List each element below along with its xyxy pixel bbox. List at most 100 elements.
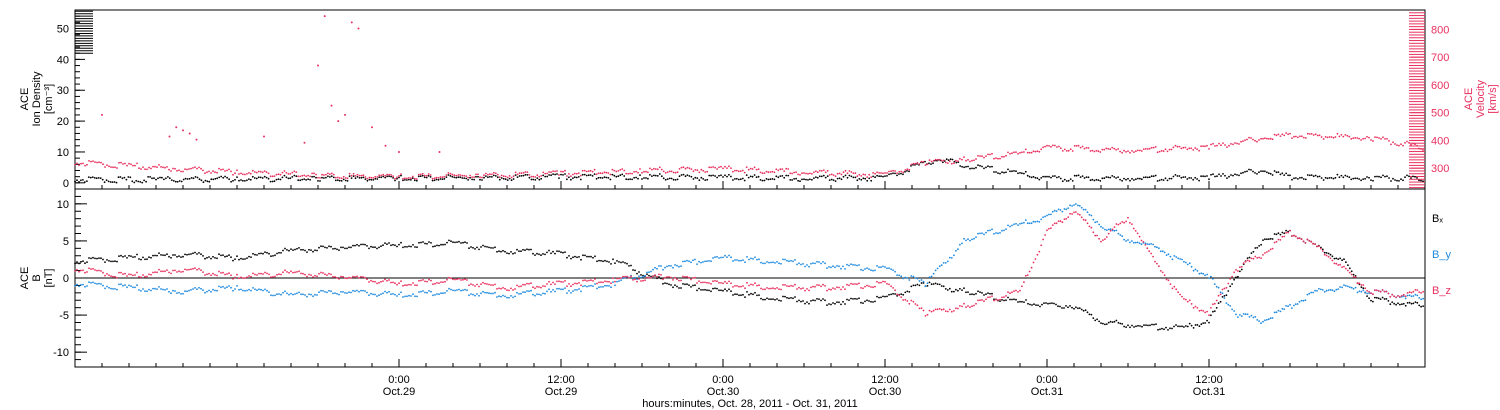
density-point xyxy=(1176,175,1179,177)
b-component-point xyxy=(1127,324,1129,327)
velocity-point xyxy=(562,170,564,173)
b-component-point xyxy=(834,288,836,290)
b-component-point xyxy=(1397,302,1399,305)
velocity-point xyxy=(130,163,132,166)
velocity-point xyxy=(844,169,847,172)
b-component-point xyxy=(516,248,518,251)
density-point xyxy=(1320,177,1323,179)
b-component-point xyxy=(114,260,116,263)
b-component-point xyxy=(1260,322,1262,325)
b-component-point xyxy=(318,291,320,294)
velocity-point xyxy=(1176,145,1179,148)
b-component-point xyxy=(1105,236,1108,238)
b-component-point xyxy=(90,281,92,284)
b-component-point xyxy=(912,300,915,303)
velocity-point xyxy=(1330,136,1333,138)
b-component-point xyxy=(186,290,188,293)
velocity-point xyxy=(953,162,955,165)
b-component-point xyxy=(714,280,716,282)
density-point xyxy=(1236,174,1238,176)
b-component-point xyxy=(248,288,250,291)
velocity-point xyxy=(818,169,821,172)
b-component-point xyxy=(172,289,174,292)
velocity-point xyxy=(1129,151,1131,154)
velocity-point xyxy=(315,173,317,176)
b-component-point xyxy=(552,289,554,291)
velocity-point xyxy=(872,172,874,174)
density-outlier-point xyxy=(384,144,387,147)
density-point xyxy=(214,177,217,180)
b-component-point xyxy=(216,257,218,260)
b-component-point xyxy=(662,278,664,281)
b-component-point xyxy=(1003,229,1005,232)
density-point xyxy=(372,179,375,181)
density-point xyxy=(267,177,270,180)
b-component-point xyxy=(448,276,450,279)
b-component-point xyxy=(150,273,152,276)
density-point xyxy=(732,179,734,181)
b-component-point xyxy=(282,291,284,294)
velocity-point xyxy=(1137,149,1139,152)
b-component-point xyxy=(192,288,194,290)
b-component-point xyxy=(1420,292,1422,294)
b-component-point xyxy=(1283,308,1286,310)
bottom-left-axis-label: ACE xyxy=(19,267,31,290)
b-component-point xyxy=(1264,319,1266,322)
density-outlier-point xyxy=(371,126,373,129)
density-point xyxy=(888,173,890,176)
b-component-point xyxy=(1229,278,1232,280)
b-component-point xyxy=(86,285,88,287)
b-component-point xyxy=(985,298,987,301)
velocity-point xyxy=(799,174,801,176)
density-outlier-point xyxy=(188,132,191,135)
b-component-point xyxy=(750,292,752,295)
b-component-point xyxy=(208,272,210,275)
b-component-point xyxy=(236,285,238,287)
b-component-point xyxy=(854,264,856,266)
b-component-point xyxy=(989,296,991,298)
density-point xyxy=(141,181,144,184)
b-component-point xyxy=(1102,227,1104,229)
velocity-point xyxy=(787,168,790,170)
velocity-point xyxy=(1384,138,1386,140)
density-point xyxy=(848,174,851,177)
b-component-point xyxy=(812,285,814,288)
b-component-point xyxy=(1148,243,1151,246)
velocity-point xyxy=(510,176,513,179)
density-point xyxy=(572,177,574,180)
velocity-point xyxy=(957,160,959,163)
b-component-point xyxy=(1059,209,1062,211)
b-component-point xyxy=(610,286,612,289)
b-component-point xyxy=(390,244,392,247)
b-component-point xyxy=(644,274,646,277)
velocity-point xyxy=(568,173,570,175)
b-component-point xyxy=(858,264,860,266)
velocity-point xyxy=(281,171,284,174)
b-component-point xyxy=(352,275,354,278)
density-point xyxy=(1028,175,1031,178)
b-component-point xyxy=(694,276,696,279)
b-component-point xyxy=(1019,289,1021,292)
b-component-point xyxy=(142,288,144,290)
b-component-point xyxy=(670,265,672,267)
velocity-point xyxy=(892,169,894,172)
b-component-point xyxy=(80,260,82,263)
b-component-point xyxy=(312,276,314,278)
b-component-point xyxy=(842,265,844,268)
b-component-point xyxy=(464,278,466,281)
density-point xyxy=(1001,171,1003,174)
velocity-point xyxy=(214,171,216,174)
b-component-point xyxy=(1019,300,1021,303)
x-tick-date: Oct.29 xyxy=(545,386,577,398)
density-point xyxy=(384,176,387,179)
b-component-point xyxy=(214,289,216,292)
b-component-point xyxy=(692,259,694,262)
b-component-point xyxy=(158,252,160,255)
b-component-point xyxy=(746,281,748,284)
b-component-point xyxy=(340,291,342,293)
b-component-point xyxy=(678,265,680,268)
b-component-point xyxy=(366,245,368,247)
b-component-point xyxy=(1090,313,1093,316)
b-component-point xyxy=(698,260,700,263)
b-component-point xyxy=(664,282,666,284)
